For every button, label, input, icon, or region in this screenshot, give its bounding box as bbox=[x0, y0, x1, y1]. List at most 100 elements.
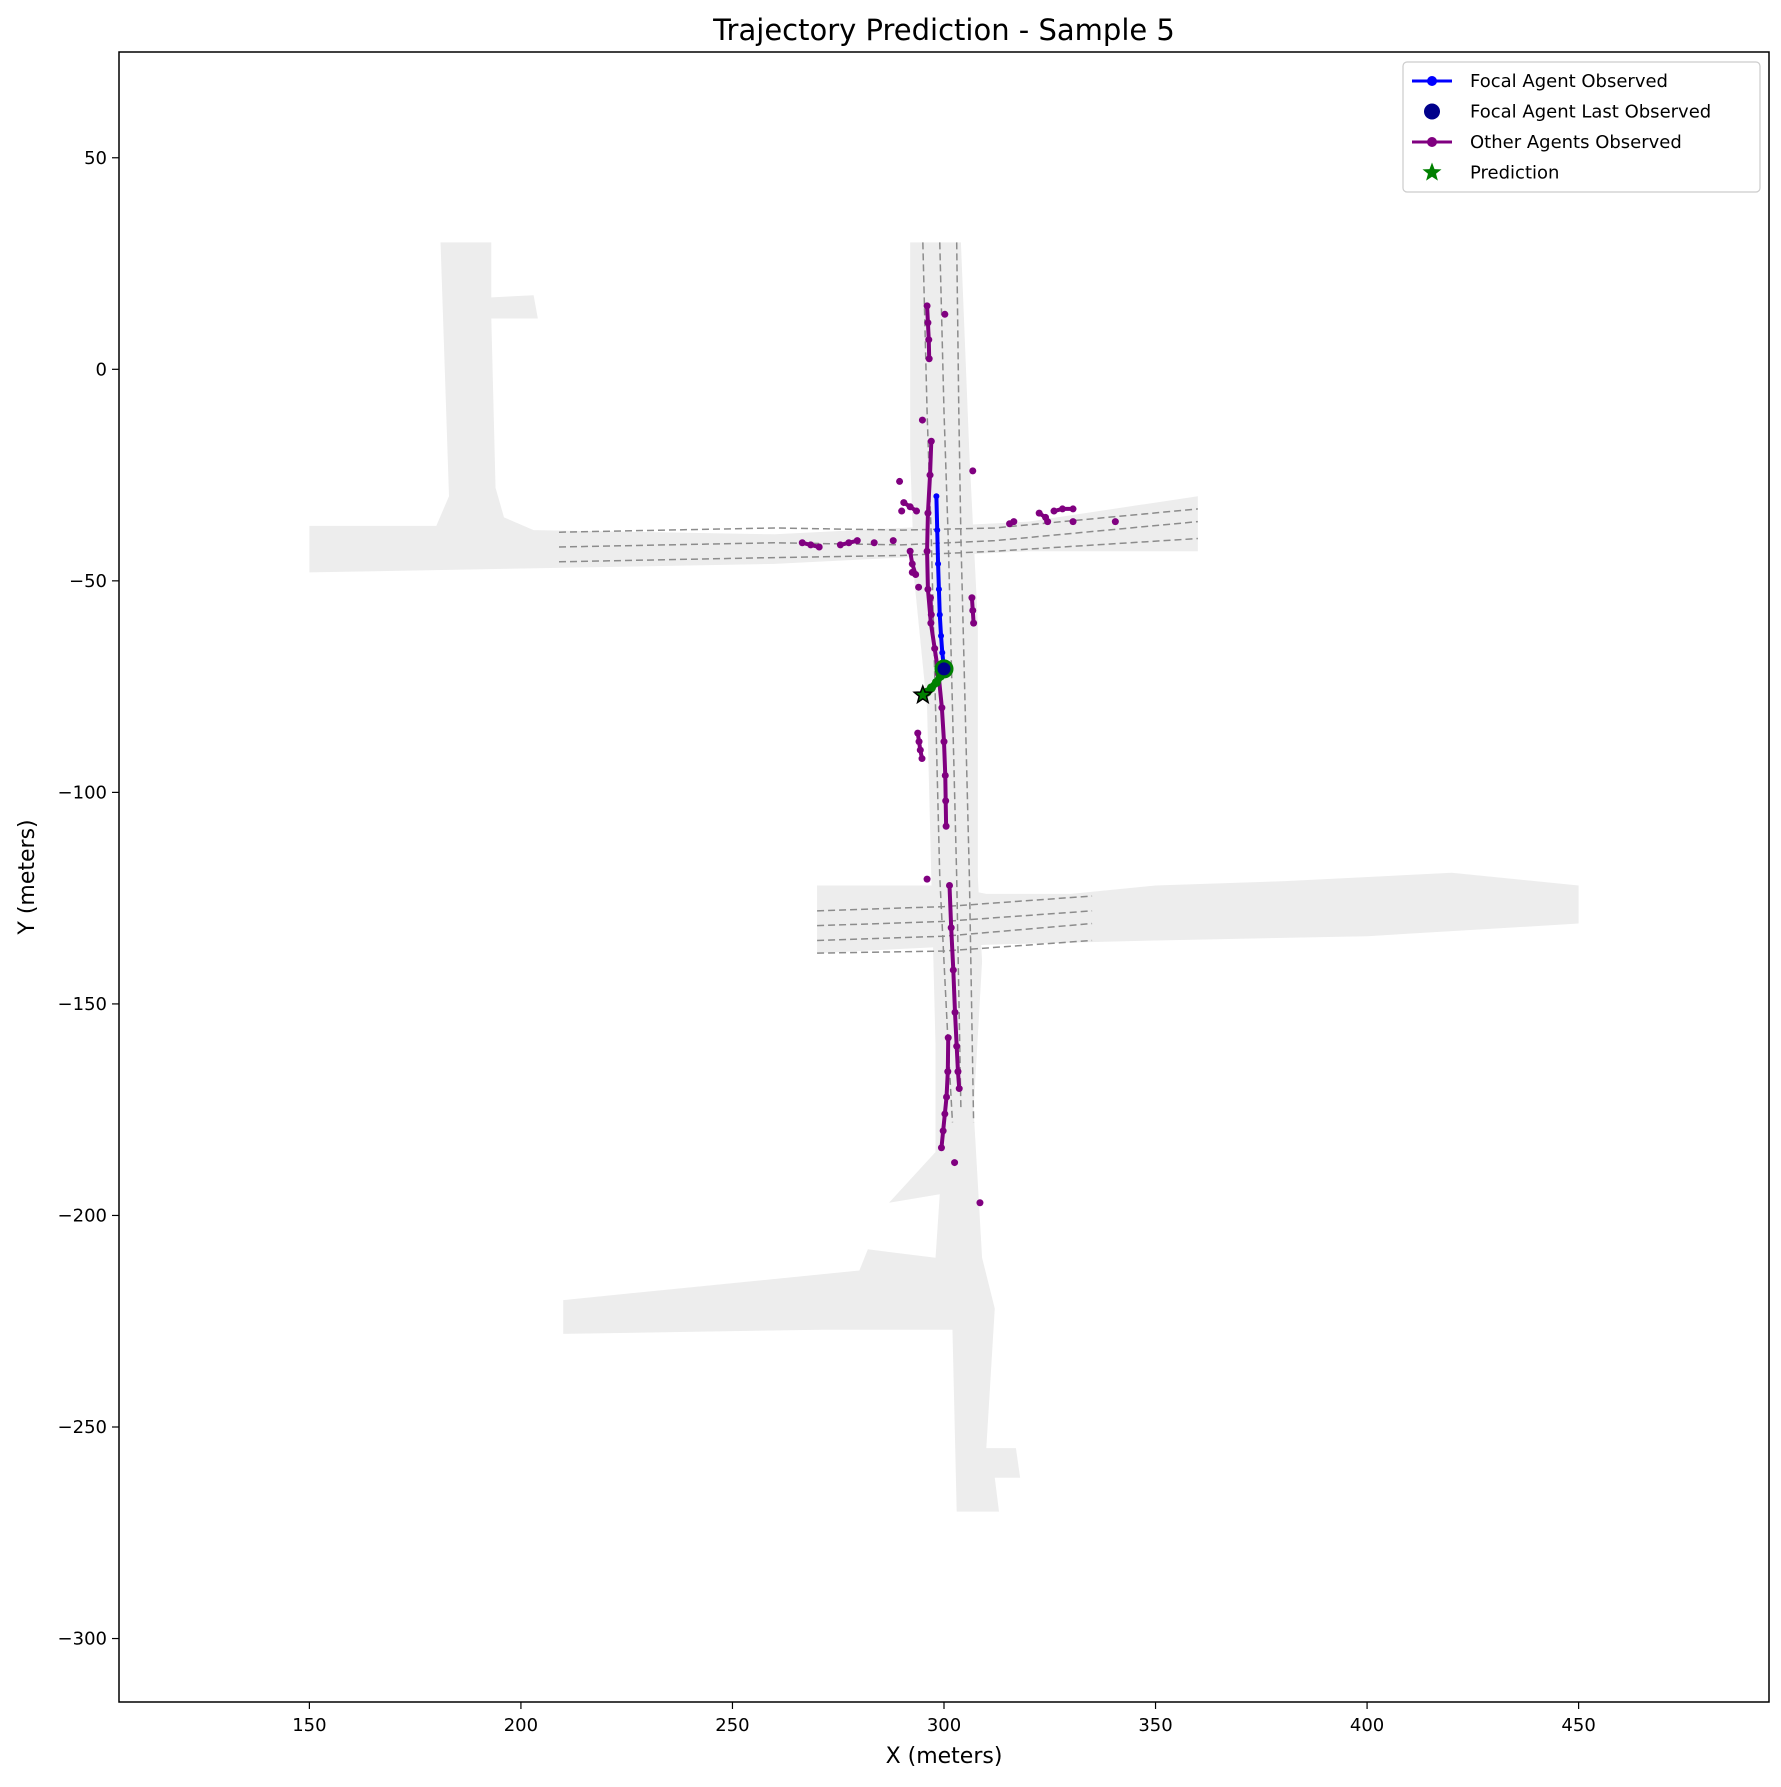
y-tick-label: 0 bbox=[96, 359, 107, 380]
other-agent-point bbox=[815, 543, 823, 551]
other-agent-point bbox=[970, 619, 978, 627]
other-agent-point bbox=[918, 416, 926, 424]
other-agent-point bbox=[939, 1127, 947, 1135]
other-agent-point bbox=[955, 1085, 963, 1093]
y-tick-label: −100 bbox=[58, 782, 107, 803]
other-agent-point bbox=[908, 560, 916, 568]
other-agent-point bbox=[941, 771, 949, 779]
y-axis: 50 0 −50 −100 −150 −200 −250 −300 bbox=[58, 148, 119, 1650]
other-agent-point bbox=[898, 507, 906, 515]
other-agent-point bbox=[1111, 518, 1119, 526]
legend-label: Prediction bbox=[1470, 163, 1559, 184]
focal-observed-point bbox=[936, 611, 943, 618]
y-axis-label: Y (meters) bbox=[15, 819, 40, 935]
other-agent-point bbox=[836, 541, 844, 549]
other-agent-point bbox=[1044, 518, 1052, 526]
chart-title: Trajectory Prediction - Sample 5 bbox=[712, 13, 1175, 47]
x-tick-label: 400 bbox=[1350, 1715, 1384, 1736]
legend-dot-swatch bbox=[1424, 103, 1440, 120]
lane-centerline bbox=[955, 242, 975, 1123]
prediction-endpoint-star bbox=[912, 683, 934, 705]
x-tick-label: 250 bbox=[715, 1715, 749, 1736]
road-area bbox=[817, 872, 1579, 954]
other-agent-point bbox=[927, 619, 935, 627]
legend-star-swatch bbox=[1422, 162, 1442, 181]
other-agent-point bbox=[926, 594, 934, 602]
other-agent-point bbox=[938, 704, 946, 712]
y-tick-label: −50 bbox=[69, 571, 107, 592]
lane-centerline bbox=[939, 242, 962, 1110]
other-agent-point bbox=[1010, 518, 1018, 526]
lane-centerline bbox=[817, 939, 1093, 954]
y-tick-label: −300 bbox=[58, 1629, 107, 1650]
other-agent-point bbox=[1035, 509, 1043, 517]
lane-centerline bbox=[817, 895, 1093, 912]
other-agent-point bbox=[798, 539, 806, 547]
focal-observed-point bbox=[935, 560, 942, 567]
lane-centerline bbox=[817, 910, 1093, 927]
other-agent-point bbox=[943, 1093, 951, 1101]
other-agent-point bbox=[942, 822, 950, 830]
other-agent-point bbox=[968, 594, 976, 602]
x-tick-label: 150 bbox=[292, 1715, 326, 1736]
other-agent-point bbox=[1050, 507, 1058, 515]
plot-area bbox=[309, 242, 1579, 1512]
other-agent-point bbox=[914, 729, 922, 737]
other-agent-point bbox=[924, 585, 932, 593]
focal-observed-point bbox=[938, 632, 945, 639]
other-agent-point bbox=[969, 606, 977, 614]
other-agent-point bbox=[1069, 518, 1077, 526]
legend: Focal Agent Observed Focal Agent Last Obs… bbox=[1402, 61, 1761, 193]
other-agent-point bbox=[906, 547, 914, 555]
y-tick-label: −200 bbox=[58, 1205, 107, 1226]
focal-observed-point bbox=[939, 649, 946, 656]
other-agent-point bbox=[908, 568, 916, 576]
other-agent-point bbox=[925, 355, 933, 363]
other-agent-point bbox=[923, 547, 931, 555]
other-agent-point bbox=[924, 319, 932, 327]
focal-observed-point bbox=[934, 527, 941, 534]
other-agent-point bbox=[923, 302, 931, 310]
x-tick-label: 450 bbox=[1561, 1715, 1595, 1736]
lane-centerline bbox=[558, 537, 1198, 563]
other-agent-point bbox=[951, 1008, 959, 1016]
other-agent-point bbox=[944, 1034, 952, 1042]
other-agent-point bbox=[937, 1144, 945, 1152]
other-agent-point bbox=[807, 541, 815, 549]
other-agent-point bbox=[942, 797, 950, 805]
legend-dot-swatch bbox=[1427, 76, 1437, 86]
other-agent-point bbox=[941, 1110, 949, 1118]
y-tick-label: −250 bbox=[58, 1417, 107, 1438]
other-agent-point bbox=[940, 738, 948, 746]
legend-box bbox=[1402, 61, 1761, 193]
other-agent-point bbox=[870, 539, 878, 547]
x-axis-label: X (meters) bbox=[886, 1744, 1003, 1769]
x-axis: 150 200 250 300 350 400 450 bbox=[292, 1702, 1596, 1736]
other-agent-point bbox=[949, 966, 957, 974]
other-agent-track bbox=[925, 303, 932, 361]
other-agent-point bbox=[900, 499, 908, 507]
other-agent-point bbox=[947, 924, 955, 932]
x-tick-label: 300 bbox=[927, 1715, 961, 1736]
other-agent-point bbox=[953, 1042, 961, 1050]
legend-label: Other Agents Observed bbox=[1470, 132, 1682, 153]
other-agent-point bbox=[926, 471, 934, 479]
other-agent-track bbox=[915, 731, 924, 761]
lane-centerline bbox=[817, 922, 1093, 942]
legend-label: Focal Agent Last Observed bbox=[1470, 102, 1711, 123]
other-agent-point bbox=[918, 755, 926, 763]
other-agent-point bbox=[924, 509, 932, 517]
y-tick-label: 50 bbox=[84, 148, 107, 169]
other-agent-point bbox=[946, 881, 953, 889]
other-agent-point bbox=[915, 738, 923, 746]
other-agent-point bbox=[845, 539, 853, 547]
x-tick-label: 350 bbox=[1138, 1715, 1172, 1736]
other-agent-point bbox=[896, 477, 904, 485]
other-agent-point bbox=[944, 1068, 952, 1076]
road-area bbox=[563, 242, 1021, 1512]
other-agent-point bbox=[951, 1159, 959, 1167]
other-agent-point bbox=[916, 746, 924, 754]
other-agent-point bbox=[889, 537, 897, 545]
other-agent-point bbox=[906, 503, 914, 511]
other-agent-point bbox=[954, 1068, 962, 1076]
